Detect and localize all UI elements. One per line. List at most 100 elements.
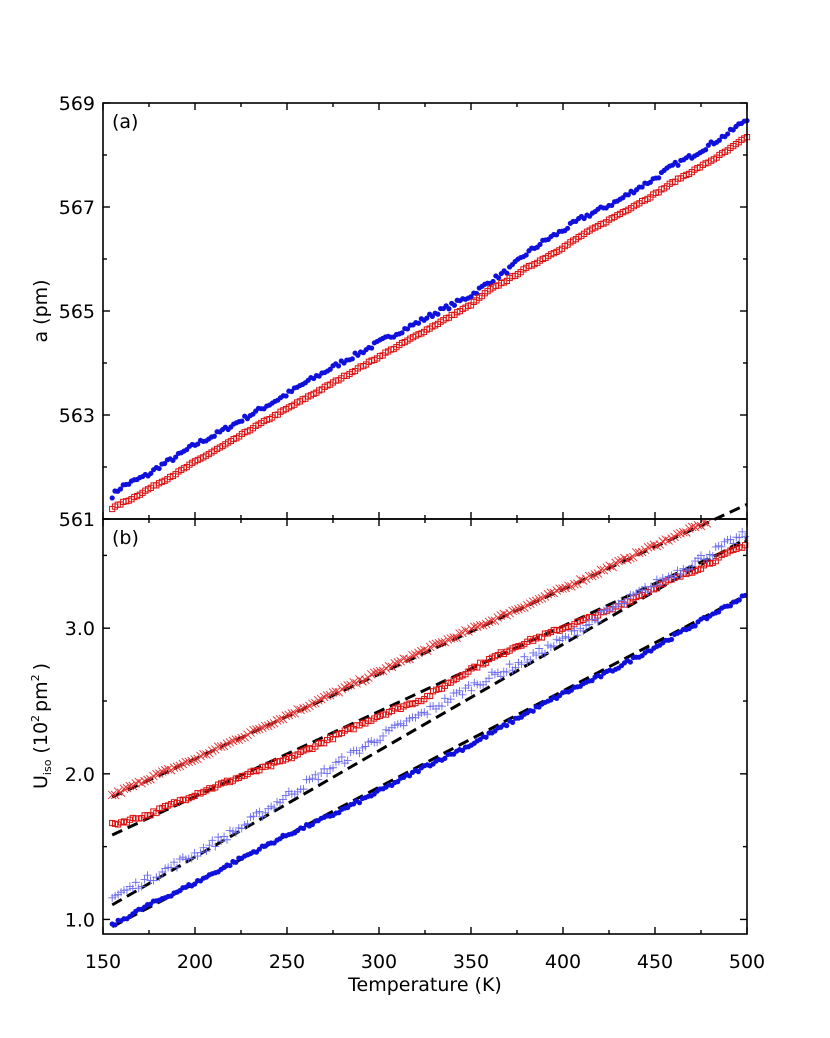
panel-b-point-series-0: [343, 681, 353, 690]
panel-b-point-series-2: [255, 807, 264, 816]
panel-b-point-series-2: [549, 641, 558, 650]
panel-a-point-series-0: [656, 175, 662, 181]
panel-b-point-series-2: [729, 539, 738, 548]
panel-b-point-series-3: [309, 821, 315, 828]
panel-b-point-series-2: [532, 651, 541, 660]
panel-b-point-series-0: [573, 579, 582, 589]
panel-b-point-series-2: [620, 599, 629, 608]
panel-b-point-series-2: [143, 871, 152, 880]
panel-b-point-series-0: [369, 668, 379, 678]
panel-b-point-series-0: [299, 704, 308, 713]
panel-b-point-series-2: [131, 878, 140, 887]
panel-b-point-series-0: [611, 558, 620, 568]
panel-b-point-series-3: [627, 659, 633, 665]
panel-b-point-series-0: [258, 723, 267, 733]
panel-b-point-series-0: [322, 691, 332, 700]
panel-b-point-series-0: [584, 571, 594, 581]
panel-b-point-series-0: [202, 750, 211, 759]
panel-b-point-series-2: [579, 626, 588, 635]
panel-b-point-series-2: [208, 836, 217, 845]
panel-a-y-tick-label: 567: [59, 197, 95, 219]
panel-a-point-series-0: [239, 418, 245, 424]
panel-b-point-series-2: [502, 668, 511, 677]
panel-b-point-series-0: [284, 710, 294, 720]
panel-b-y-tick-label: 1.0: [65, 909, 95, 931]
panel-b-point-series-0: [419, 645, 429, 655]
panel-a-point-series-0: [349, 356, 355, 362]
panel-b-point-series-2: [376, 736, 385, 745]
x-tick-label: 200: [177, 951, 213, 973]
panel-b-point-series-0: [487, 616, 497, 625]
x-tick-label: 300: [361, 951, 397, 973]
panel-b-point-series-0: [517, 603, 526, 613]
panel-b-point-series-0: [140, 776, 149, 786]
panel-a-point-series-0: [451, 302, 458, 308]
panel-b-point-series-2: [243, 819, 252, 828]
panel-b-frame: [102, 518, 748, 935]
panel-a-point-series-0: [725, 131, 731, 137]
panel-b-point-series-2: [361, 742, 370, 751]
panel-b-point-series-0: [587, 571, 597, 581]
panel-b-point-series-3: [668, 636, 675, 643]
panel-b-point-series-3: [736, 597, 742, 603]
panel-b-ticks: 150 200 250 300 350 400 450 500 1.0 2.0 3.0: [65, 519, 765, 973]
panel-b-tag: (b): [112, 527, 139, 549]
panel-b-point-series-2: [187, 854, 196, 863]
panel-b-point-series-3: [727, 603, 734, 609]
panel-b-point-series-0: [475, 620, 485, 630]
panel-b-point-series-3: [336, 810, 342, 816]
panel-b-point-series-2: [323, 769, 332, 778]
panel-b-point-series-2: [211, 842, 220, 851]
panel-b-point-series-2: [735, 533, 744, 542]
panel-a-point-series-0: [424, 315, 430, 321]
panel-b-point-series-0: [263, 721, 273, 731]
panel-a-point-series-0: [117, 486, 124, 492]
panel-b-point-series-0: [222, 739, 232, 749]
panel-b-point-series-0: [564, 581, 573, 591]
panel-b-point-series-2: [337, 753, 346, 762]
panel-b-point-series-2: [314, 775, 323, 784]
panel-b-point-series-2: [423, 710, 432, 719]
panel-b-point-series-2: [205, 841, 214, 850]
x-tick-label: 450: [637, 951, 673, 973]
panel-b-point-series-2: [670, 573, 679, 582]
panel-b-point-series-0: [508, 606, 517, 616]
panel-b-point-series-2: [570, 626, 579, 635]
panel-b-point-series-0: [570, 579, 579, 589]
panel-b-point-series-0: [296, 705, 305, 715]
panel-b-point-series-0: [107, 790, 117, 800]
panel-b-point-series-0: [455, 629, 464, 638]
panel-a-point-series-0: [162, 460, 168, 467]
panel-b-point-series-0: [366, 670, 376, 679]
panel-b-point-series-2: [202, 847, 211, 856]
panel-b-point-series-0: [390, 658, 400, 668]
panel-a-y-tick-label: 563: [59, 405, 95, 427]
panel-b-point-series-3: [233, 859, 239, 865]
panel-b-point-series-0: [331, 687, 341, 697]
panel-a-point-series-0: [415, 320, 422, 326]
panel-a-point-series-0: [496, 275, 502, 281]
panel-b-point-series-2: [231, 828, 240, 837]
panel-b-point-series-0: [175, 761, 185, 771]
panel-a-y-tick-label: 569: [59, 93, 95, 115]
panel-a-point-series-0: [195, 441, 201, 447]
panel-b-point-series-3: [300, 825, 307, 831]
panel-b-point-series-0: [428, 640, 438, 650]
panel-b-point-series-2: [196, 848, 205, 857]
panel-b-y-tick-label: 2.0: [65, 764, 95, 786]
panel-b-point-series-2: [311, 770, 320, 779]
panel-b-point-series-2: [564, 633, 573, 642]
panel-b-point-series-2: [644, 588, 653, 597]
panel-b-point-series-0: [393, 658, 403, 667]
panel-a-point-series-0: [211, 433, 217, 439]
panel-b-point-series-2: [343, 756, 352, 765]
panel-b-point-series-0: [449, 633, 459, 642]
panel-a-point-series-0: [716, 137, 723, 143]
panel-b-point-series-2: [379, 731, 388, 740]
panel-b-point-series-0: [443, 635, 453, 644]
panel-b-y-tick-label: 3.0: [65, 618, 95, 640]
panel-b-point-series-0: [522, 600, 532, 610]
panel-b-point-series-2: [446, 695, 455, 704]
panel-b-point-series-0: [319, 692, 329, 702]
panel-b-point-series-2: [573, 631, 582, 640]
